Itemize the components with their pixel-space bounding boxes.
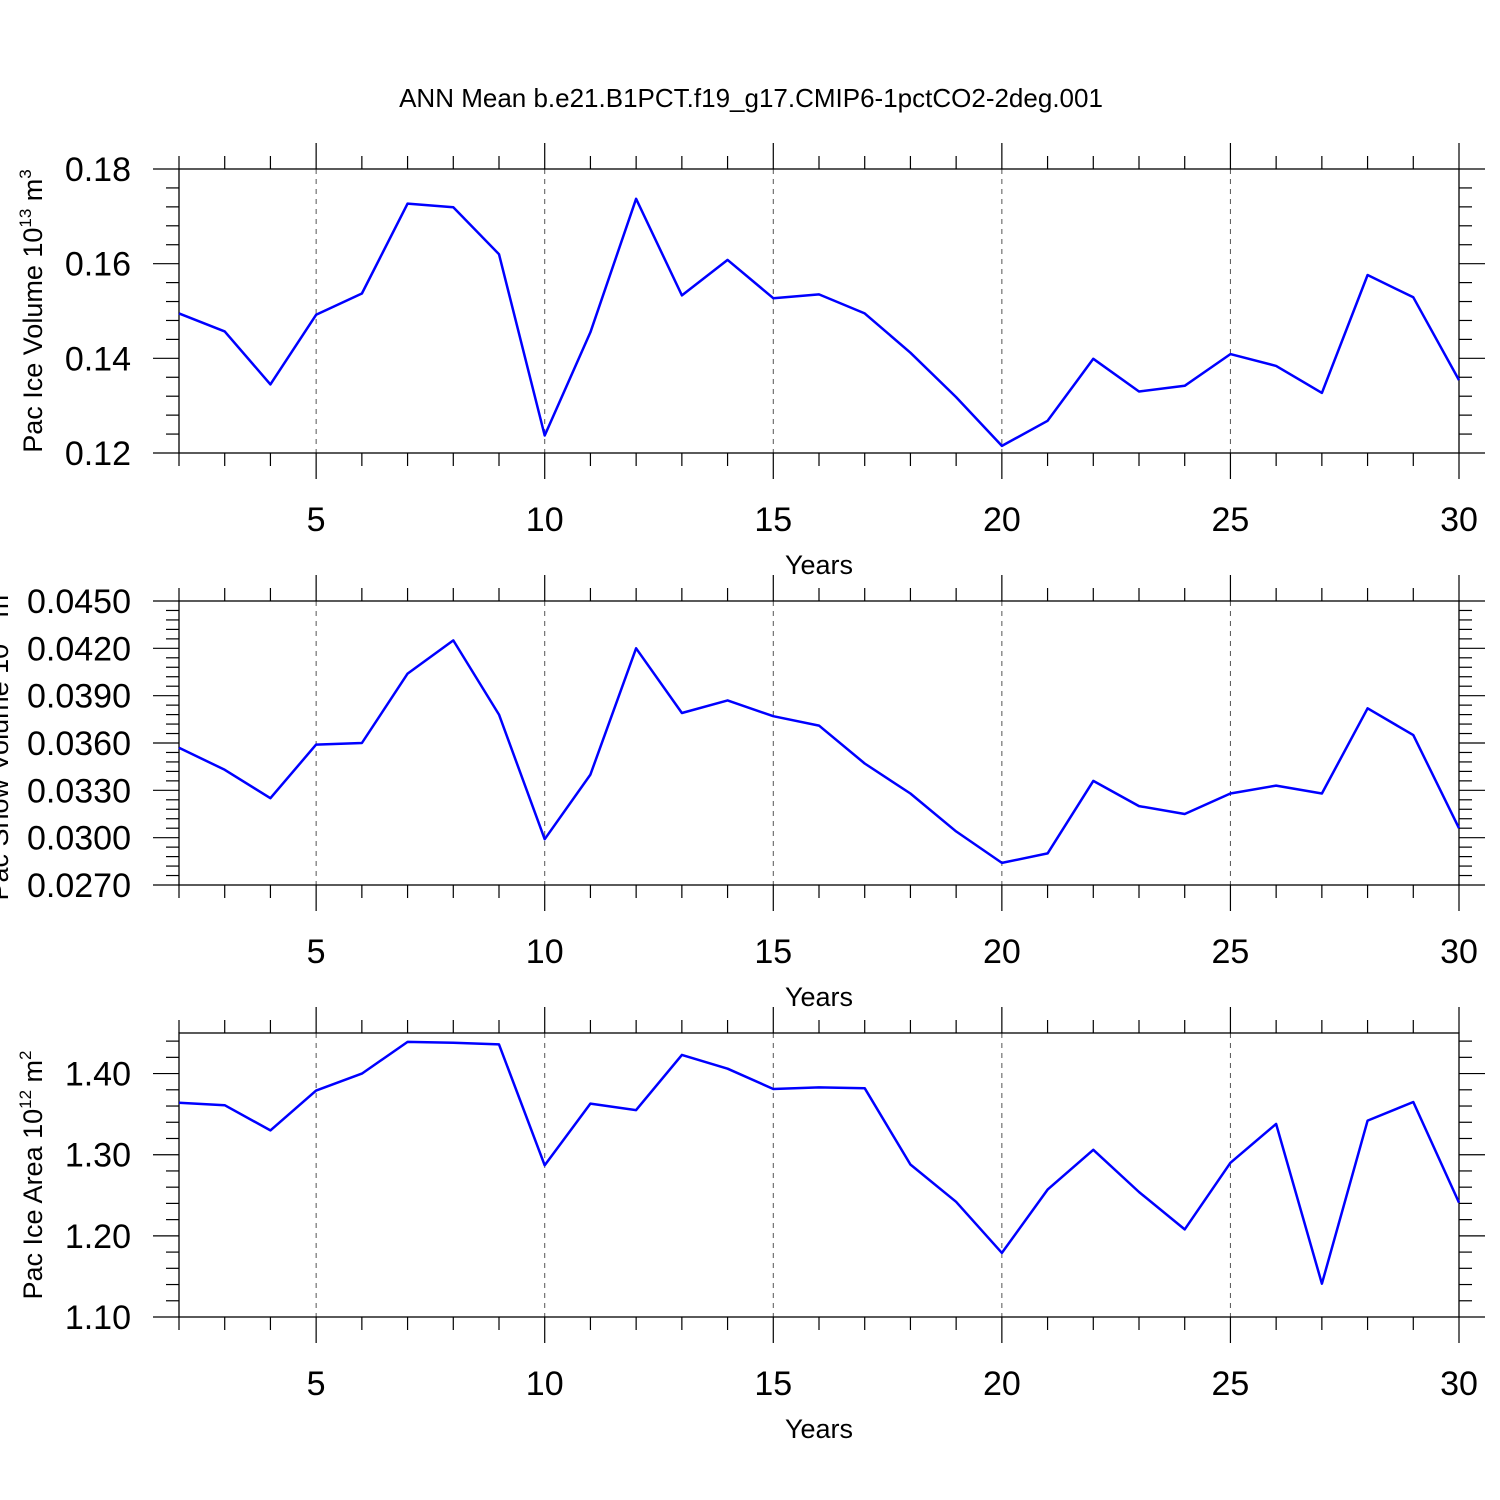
plot-frame [178,1032,1460,1318]
panel-ice-area: 5 10 15 20 25 30 Years 1.10 1.20 1.30 1.40 Pac Ice … [16,1007,1485,1444]
plot-frame [178,600,1460,886]
x-tick-label: 25 [1212,501,1250,539]
x-tick-label: 5 [307,501,326,539]
x-tick-label: 10 [526,933,564,971]
series-line [178,197,1461,448]
x-tick-label: 20 [983,501,1021,539]
y-tick-label: 0.0330 [27,772,131,810]
x-tick-label: 5 [307,933,326,971]
y-tick-label: 0.18 [65,151,131,189]
x-tick-label: 15 [754,933,792,971]
series-line [178,1040,1461,1285]
panel-ice-volume: 5 10 15 20 25 30 Years 0.12 0.14 0.16 0.18 Pac Ice … [16,143,1485,580]
y-tick-label: 1.30 [65,1137,131,1175]
panel-snow-volume: 5 10 15 20 25 30 Years 0.0270 0.0300 0.0330 0.0360… [0,575,1485,1012]
x-tick-label: 30 [1440,933,1478,971]
y-tick-label: 0.0390 [27,678,131,716]
y-tick-label: 1.40 [65,1056,131,1094]
x-axis-label: Years [785,1414,853,1444]
x-tick-label: 5 [307,1365,326,1403]
y-tick-label: 0.0450 [27,583,131,621]
y-tick-label: 0.12 [65,435,131,473]
y-tick-label: 1.10 [65,1299,131,1337]
chart-title: ANN Mean b.e21.B1PCT.f19_g17.CMIP6-1pctC… [399,83,1103,113]
series-line [178,639,1461,865]
y-tick-label: 0.16 [65,246,131,284]
y-tick-label: 0.0300 [27,820,131,858]
x-tick-label: 30 [1440,501,1478,539]
x-tick-label: 30 [1440,1365,1478,1403]
y-tick-label: 1.20 [65,1218,131,1256]
x-tick-label: 15 [754,1365,792,1403]
y-tick-label: 0.14 [65,340,131,378]
x-tick-label: 25 [1212,933,1250,971]
x-tick-label: 10 [526,1365,564,1403]
x-tick-label: 25 [1212,1365,1250,1403]
y-axis-label: Pac Ice Area 1012 m2 [16,1050,48,1299]
y-axis-label: Pac Ice Volume 1013 m3 [16,169,48,453]
y-tick-label: 0.0420 [27,630,131,668]
plot-frame [178,168,1460,454]
x-tick-label: 10 [526,501,564,539]
x-axis-label: Years [785,550,853,580]
x-tick-label: 20 [983,933,1021,971]
y-tick-label: 0.0360 [27,725,131,763]
x-axis-label: Years [785,982,853,1012]
y-tick-label: 0.0270 [27,867,131,905]
x-tick-label: 15 [754,501,792,539]
y-axis-label: Pac Snow Volume 1013 m3 [0,585,14,900]
x-tick-label: 20 [983,1365,1021,1403]
